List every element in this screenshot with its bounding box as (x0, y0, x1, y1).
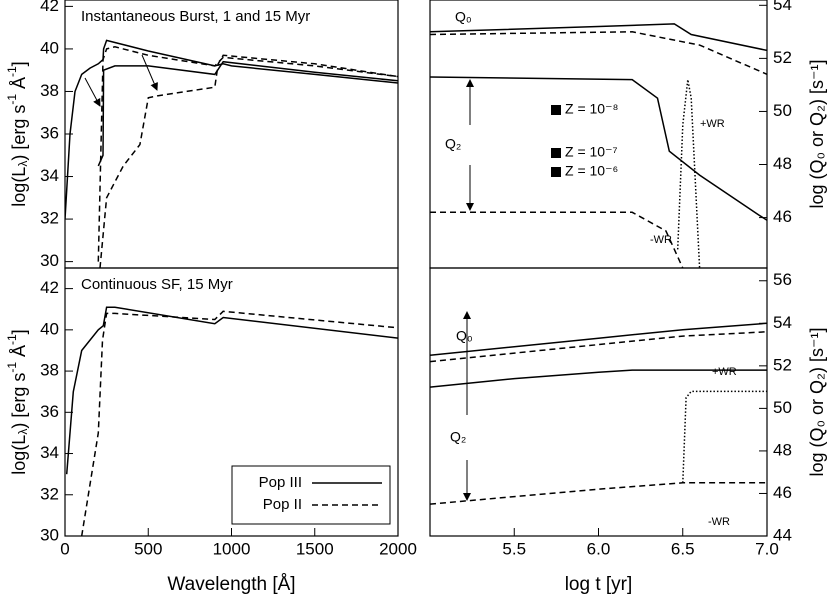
y-axis-label: log (Q₀ or Q₂) [s⁻¹] (807, 328, 827, 477)
annotation: Z = 10⁻⁷ (565, 144, 618, 160)
y-tick-label: 54 (773, 0, 792, 14)
y-tick-label: 34 (40, 443, 59, 462)
annotation: Q₂ (450, 429, 466, 445)
plot-frame (64, 0, 399, 269)
annotation: +WR (712, 366, 737, 378)
annotation: Q₂ (445, 136, 461, 152)
y-tick-label: 56 (773, 270, 792, 289)
arrows (84, 54, 474, 501)
label-part: ] (9, 61, 29, 66)
label-part: Å (9, 77, 29, 94)
label-part: -1 (5, 362, 19, 373)
x-axis-label: Wavelength [Å] (167, 574, 295, 595)
y-tick-label: 42 (40, 0, 59, 15)
y-tick-label: 48 (773, 154, 792, 173)
y-axis-label: log(Lλ) [erg s-1 Å-1] (5, 61, 30, 206)
x-tick-label: 2000 (379, 539, 417, 558)
label-part: λ (16, 161, 30, 167)
series-line (430, 76, 767, 221)
y-tick-label: 54 (773, 313, 792, 332)
series-line (430, 31, 767, 75)
y-tick-label: 40 (40, 38, 59, 57)
label-part: ) [erg s (9, 373, 29, 429)
annotation: -WR (708, 516, 730, 528)
y-tick-label: 30 (40, 251, 59, 270)
y-tick-label: 38 (40, 361, 59, 380)
y-tick-label: 36 (40, 402, 59, 421)
arrow (84, 77, 101, 107)
marker-square (551, 105, 561, 115)
label-part: -1 (5, 94, 19, 105)
series-line (97, 60, 398, 167)
label-part: ) [erg s (9, 105, 29, 161)
label-part: ] (9, 329, 29, 334)
y-axis-label: log (Q₀ or Q₂) [s⁻¹] (807, 60, 827, 209)
y-tick-label: 50 (773, 101, 792, 120)
label-part: -1 (5, 66, 19, 77)
plot-frame (429, 267, 768, 537)
x-tick-label: 1500 (296, 539, 334, 558)
series-line (65, 306, 398, 475)
x-axis-label: log t [yr] (565, 574, 633, 595)
x-tick-label: 0 (60, 539, 69, 558)
y-tick-label: 30 (40, 525, 59, 544)
y-tick-label: 38 (40, 81, 59, 100)
y-tick-label: 32 (40, 209, 59, 228)
series-line (97, 46, 398, 262)
series-line (430, 369, 767, 388)
x-tick-label: 5.5 (502, 539, 526, 558)
y-tick-label: 42 (40, 278, 59, 297)
y-tick-label: 32 (40, 484, 59, 503)
y-tick-label: 44 (773, 525, 792, 544)
y-tick-label: 48 (773, 440, 792, 459)
label-part: log(L (9, 167, 29, 207)
panel-title: Instantaneous Burst, 1 and 15 Myr (81, 8, 310, 25)
x-tick-label: 7.0 (755, 539, 779, 558)
y-tick-label: 52 (773, 355, 792, 374)
series-line (430, 482, 767, 505)
series-line (80, 310, 398, 536)
label-part: Å (9, 345, 29, 362)
y-tick-label: 34 (40, 166, 59, 185)
y-tick-label: 52 (773, 48, 792, 67)
annotation: Q₀ (455, 9, 472, 25)
annotation: Q₀ (456, 328, 473, 344)
series-line (430, 322, 767, 356)
x-tick-label: 6.5 (671, 539, 695, 558)
series-line (65, 39, 398, 220)
x-tick-label: 500 (134, 539, 162, 558)
marker-square (551, 167, 561, 177)
y-tick-label: 36 (40, 123, 59, 142)
y-axis-label: log(Lλ) [erg s-1 Å-1] (5, 329, 30, 474)
legend: Pop III Pop II (231, 465, 391, 525)
legend-box (231, 465, 391, 525)
series-line (430, 211, 684, 268)
x-tick-label: 1000 (213, 539, 251, 558)
panel-title: Continuous SF, 15 Myr (81, 276, 233, 293)
annotation: +WR (700, 118, 725, 130)
label-part: -1 (5, 334, 19, 345)
marker-square (551, 148, 561, 158)
y-tick-label: 50 (773, 398, 792, 417)
annotation: Z = 10⁻⁸ (565, 101, 618, 117)
label-part: log(L (9, 435, 29, 475)
series-line (430, 23, 767, 52)
legend-label: Pop II (263, 496, 302, 513)
arrow (141, 54, 158, 91)
y-tick-label: 46 (773, 207, 792, 226)
series-line (676, 79, 701, 268)
label-part: λ (16, 429, 30, 435)
y-tick-label: 46 (773, 483, 792, 502)
series-line (682, 390, 767, 483)
y-tick-label: 40 (40, 319, 59, 338)
series-line (99, 54, 398, 268)
legend-label: Pop III (259, 474, 302, 491)
series-line (430, 331, 767, 363)
x-tick-label: 6.0 (587, 539, 611, 558)
annotation: -WR (650, 234, 672, 246)
annotation: Z = 10⁻⁶ (565, 163, 618, 179)
